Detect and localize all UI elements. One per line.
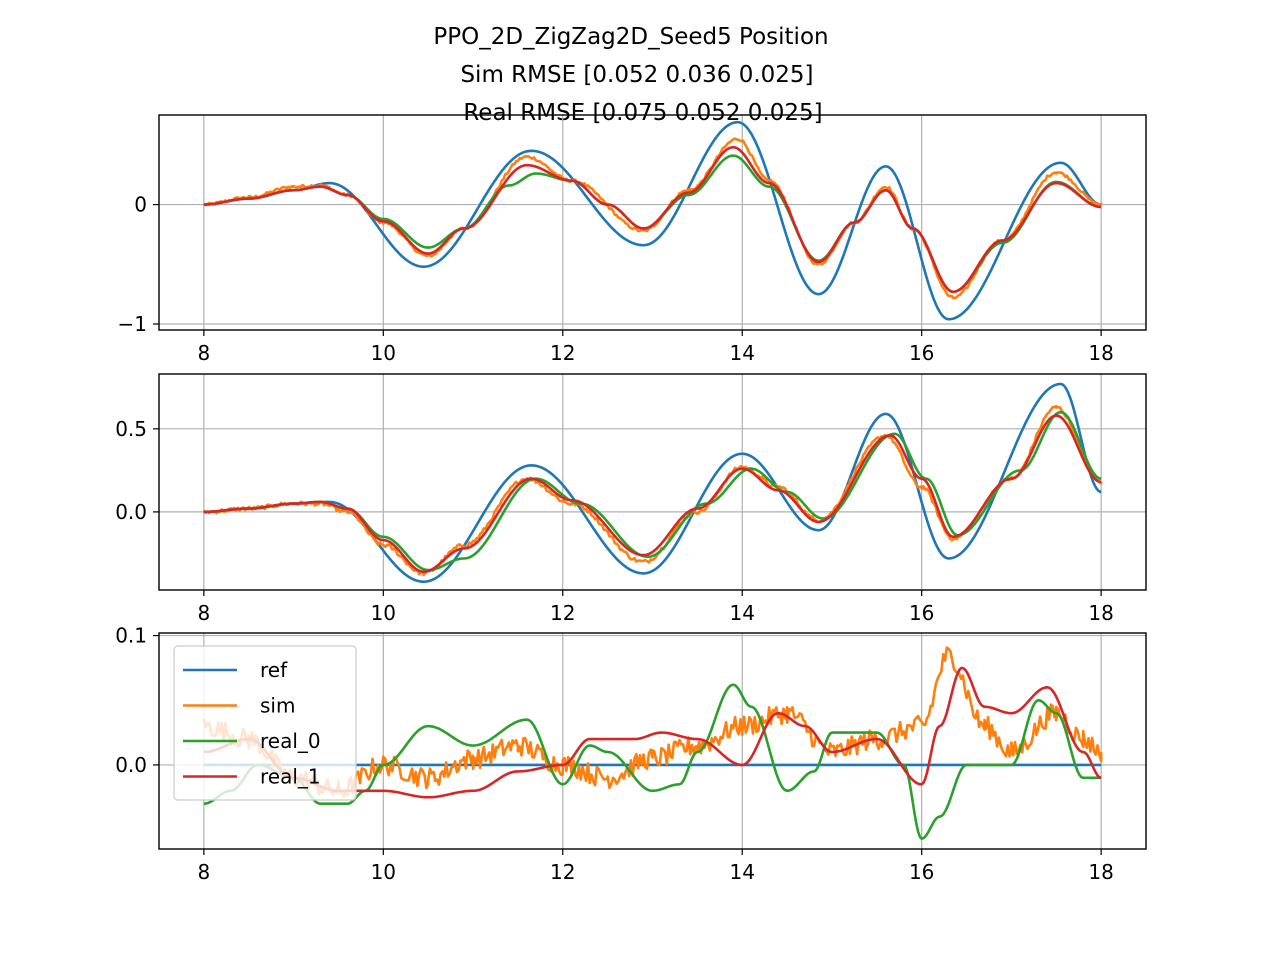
series-lines — [203, 120, 1103, 321]
legend-label-real-1: real_1 — [260, 765, 321, 789]
subplot-x-position: 8 10 12 14 16 18 −1 0 — [118, 114, 1147, 365]
series-line-real-0 — [203, 683, 1102, 840]
figure-title-line-3: Real RMSE [0.075 0.052 0.025] — [463, 100, 822, 126]
figure-title-line-1: PPO_2D_ZigZag2D_Seed5 Position — [433, 24, 828, 50]
y-tick-label: 0.5 — [115, 417, 147, 441]
legend-label-ref: ref — [260, 658, 288, 682]
series-line-sim — [202, 404, 1103, 577]
x-tick-label: 10 — [371, 860, 396, 884]
x-tick-label: 18 — [1088, 601, 1113, 625]
x-tick-label: 16 — [909, 601, 934, 625]
subplot-y-position: 8 10 12 14 16 18 0.0 0.5 — [115, 373, 1147, 625]
x-tick-label: 16 — [909, 341, 934, 365]
x-tick-label: 18 — [1088, 860, 1113, 884]
x-tick-label: 16 — [909, 860, 934, 884]
x-tick-label: 8 — [197, 341, 210, 365]
x-tick-label: 14 — [730, 601, 755, 625]
x-tick-label: 14 — [730, 860, 755, 884]
axes-frame — [158, 114, 1147, 331]
x-tick-label: 10 — [371, 601, 396, 625]
series-line-real-1 — [203, 414, 1102, 574]
x-tick-label: 8 — [197, 860, 210, 884]
x-tick-label: 8 — [197, 601, 210, 625]
x-tick-label: 12 — [550, 601, 575, 625]
legend-box — [173, 645, 357, 801]
series-lines — [202, 382, 1103, 583]
x-tick-label: 14 — [730, 341, 755, 365]
y-tick-label: 0 — [134, 193, 147, 217]
y-tick-label: 0.1 — [115, 624, 147, 648]
legend-label-sim: sim — [260, 694, 295, 718]
x-tick-label: 12 — [550, 341, 575, 365]
axes-frame — [158, 632, 1147, 850]
y-tick-label: 0.0 — [115, 753, 147, 777]
y-tick-label: −1 — [118, 312, 147, 336]
figure-title-line-2: Sim RMSE [0.052 0.036 0.025] — [460, 62, 813, 88]
series-line-real-1 — [203, 145, 1102, 294]
axes-frame — [158, 373, 1147, 591]
x-tick-label: 10 — [371, 341, 396, 365]
legend-label-real-0: real_0 — [260, 729, 321, 753]
legend: ref sim real_0 real_1 — [173, 645, 357, 801]
x-tick-label: 12 — [550, 860, 575, 884]
x-tick-label: 18 — [1088, 341, 1113, 365]
y-tick-label: 0.0 — [115, 500, 147, 524]
